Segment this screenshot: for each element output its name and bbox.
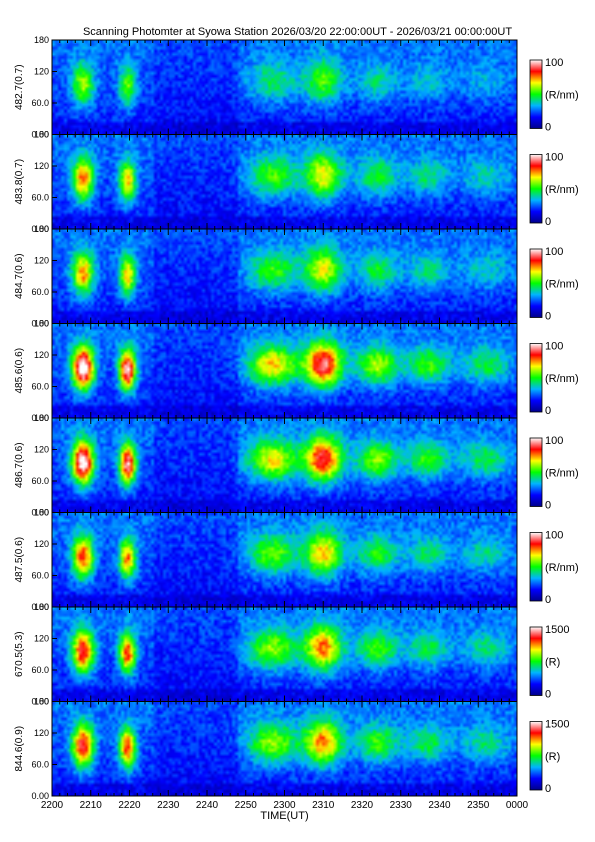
panel-ylabel: 670.5(5.3) [14, 631, 25, 677]
y-tick-label: 120 [34, 256, 49, 266]
colorbar [529, 721, 543, 791]
x-tick-label: 2300 [273, 800, 296, 811]
colorbar-unit-label: (R) [545, 656, 560, 668]
colorbar-unit-label: (R) [545, 751, 560, 763]
colorbar [529, 59, 543, 129]
panel-ylabel: 482.7(0.7) [14, 64, 25, 110]
y-tick-label: 0.00 [31, 224, 49, 234]
heatmap-image [52, 134, 517, 229]
panel-ylabel: 484.7(0.6) [14, 253, 25, 299]
colorbar-max-label: 1500 [545, 719, 569, 731]
colorbar-max-label: 100 [545, 341, 563, 353]
y-tick-label: 180 [34, 130, 49, 140]
y-tick-label: 0.00 [31, 602, 49, 612]
colorbar-min-label: 0 [545, 311, 551, 323]
y-tick-label: 180 [34, 697, 49, 707]
colorbar-unit-label: (R/nm) [545, 278, 579, 290]
colorbar-unit-label: (R/nm) [545, 467, 579, 479]
colorbar [529, 626, 543, 696]
heatmap-image [52, 701, 517, 796]
y-tick-label: 120 [34, 350, 49, 360]
colorbar [529, 532, 543, 602]
y-tick-label: 60.0 [31, 760, 49, 770]
y-tick-label: 60.0 [31, 98, 49, 108]
x-tick-label: 0000 [506, 800, 529, 811]
colorbar [529, 437, 543, 507]
x-axis-label: TIME(UT) [260, 810, 308, 822]
colorbar-unit-label: (R/nm) [545, 373, 579, 385]
heatmap-image [52, 40, 517, 135]
y-tick-label: 60.0 [31, 382, 49, 392]
heatmap-image [52, 418, 517, 513]
y-tick-label: 0.00 [31, 508, 49, 518]
y-tick-label: 60.0 [31, 193, 49, 203]
y-tick-label: 180 [34, 35, 49, 45]
colorbar-min-label: 0 [545, 122, 551, 134]
y-tick-label: 60.0 [31, 571, 49, 581]
y-tick-label: 180 [34, 224, 49, 234]
colorbar-unit-label: (R/nm) [545, 562, 579, 574]
y-tick-label: 180 [34, 508, 49, 518]
heatmap-image [52, 512, 517, 607]
y-tick-label: 120 [34, 445, 49, 455]
colorbar-min-label: 0 [545, 689, 551, 701]
heatmap-image [52, 229, 517, 324]
colorbar-min-label: 0 [545, 500, 551, 512]
colorbar [529, 154, 543, 224]
y-tick-label: 180 [34, 602, 49, 612]
panel-ylabel: 486.7(0.6) [14, 442, 25, 488]
y-tick-label: 0.00 [31, 130, 49, 140]
x-tick-label: 2230 [157, 800, 180, 811]
y-tick-label: 120 [34, 161, 49, 171]
x-tick-label: 2240 [196, 800, 219, 811]
x-tick-label: 2250 [235, 800, 258, 811]
colorbar-max-label: 100 [545, 152, 563, 164]
y-tick-label: 0.00 [31, 791, 49, 801]
colorbar-max-label: 1500 [545, 624, 569, 636]
colorbar-max-label: 100 [545, 435, 563, 447]
panel-ylabel: 844.6(0.9) [14, 726, 25, 772]
y-tick-label: 60.0 [31, 476, 49, 486]
colorbar-unit-label: (R/nm) [545, 184, 579, 196]
colorbar [529, 343, 543, 413]
heatmap-image [52, 323, 517, 418]
colorbar-min-label: 0 [545, 594, 551, 606]
y-tick-label: 180 [34, 413, 49, 423]
x-tick-label: 2210 [80, 800, 103, 811]
panel-ylabel: 485.6(0.6) [14, 348, 25, 394]
panel-ylabel: 487.5(0.6) [14, 537, 25, 583]
y-tick-label: 120 [34, 539, 49, 549]
colorbar-unit-label: (R/nm) [545, 89, 579, 101]
heatmap-image [52, 607, 517, 702]
y-tick-label: 120 [34, 67, 49, 77]
y-tick-label: 0.00 [31, 413, 49, 423]
y-tick-label: 120 [34, 634, 49, 644]
colorbar [529, 248, 543, 318]
x-tick-label: 2220 [118, 800, 141, 811]
y-tick-label: 120 [34, 728, 49, 738]
x-tick-label: 2330 [390, 800, 413, 811]
x-tick-label: 2310 [312, 800, 335, 811]
y-tick-label: 60.0 [31, 287, 49, 297]
colorbar-max-label: 100 [545, 57, 563, 69]
x-tick-label: 2200 [41, 800, 64, 811]
x-tick-label: 2320 [351, 800, 374, 811]
colorbar-min-label: 0 [545, 216, 551, 228]
colorbar-max-label: 100 [545, 530, 563, 542]
colorbar-min-label: 0 [545, 783, 551, 795]
colorbar-min-label: 0 [545, 405, 551, 417]
panel-ylabel: 483.8(0.7) [14, 159, 25, 205]
y-tick-label: 60.0 [31, 665, 49, 675]
y-tick-label: 180 [34, 319, 49, 329]
y-tick-label: 0.00 [31, 319, 49, 329]
chart-title: Scanning Photomter at Syowa Station 2026… [82, 26, 513, 38]
y-tick-label: 0.00 [31, 697, 49, 707]
x-tick-label: 2340 [428, 800, 451, 811]
x-tick-label: 2350 [467, 800, 490, 811]
colorbar-max-label: 100 [545, 246, 563, 258]
